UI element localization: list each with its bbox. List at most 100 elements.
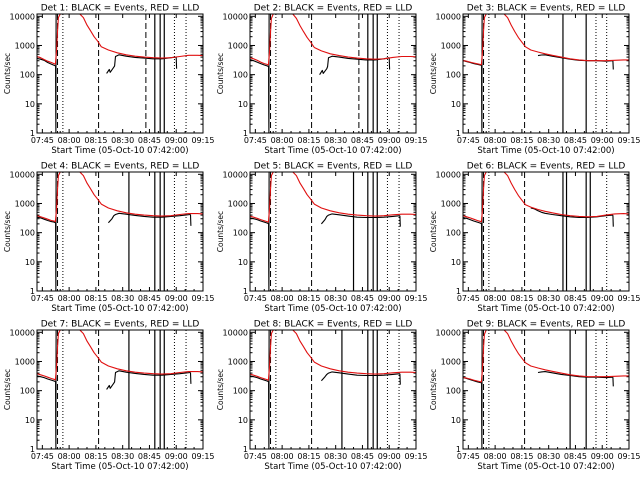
detector-panel-6: Det 6: BLACK = Events, RED = LLD 07:45 08:… — [429, 162, 640, 315]
y-axis-label: Counts/sec — [3, 369, 12, 410]
x-axis-label: Start Time (05-Oct-10 07:42:00) — [51, 462, 188, 472]
events-series-line — [55, 172, 57, 291]
lld-series-line — [250, 172, 275, 223]
y-tick-label: 1 — [30, 129, 35, 138]
y-tick-label: 10000 — [223, 328, 248, 337]
events-series-line — [106, 54, 177, 74]
y-tick-label: 10 — [25, 100, 35, 109]
x-tick-label: 07:45 — [31, 136, 54, 145]
y-tick-label: 100 — [446, 387, 461, 396]
events-series-line — [107, 212, 191, 224]
lld-series-line — [292, 330, 416, 375]
lld-series-line — [503, 330, 629, 378]
panel-title: Det 3: BLACK = Events, RED = LLD — [467, 4, 626, 14]
y-tick-label: 10000 — [10, 12, 35, 21]
lld-series-line — [292, 172, 416, 217]
detector-panel-1: Det 1: BLACK = Events, RED = LLD 07:45 08:… — [3, 4, 215, 157]
y-tick-label: 1000 — [441, 41, 461, 50]
panel-title: Det 2: BLACK = Events, RED = LLD — [254, 4, 413, 14]
events-series-line — [250, 375, 269, 383]
x-tick-label: 07:45 — [31, 294, 54, 303]
detector-panel-9: Det 9: BLACK = Events, RED = LLD 07:45 08:… — [429, 320, 640, 473]
y-tick-label: 1 — [456, 445, 461, 454]
x-tick-label: 08:30 — [537, 452, 560, 461]
detector-panel-5: Det 5: BLACK = Events, RED = LLD 07:45 08:… — [216, 162, 428, 315]
lld-series-line — [463, 14, 488, 66]
events-series-line — [37, 375, 56, 383]
x-tick-label: 09:15 — [617, 294, 640, 303]
x-tick-label: 08:45 — [138, 452, 161, 461]
x-tick-label: 09:00 — [378, 136, 401, 145]
x-tick-label: 08:15 — [84, 294, 107, 303]
x-axis-label: Start Time (05-Oct-10 07:42:00) — [51, 146, 188, 156]
y-tick-label: 1 — [243, 129, 248, 138]
plot-frame — [462, 13, 630, 134]
x-axis-label: Start Time (05-Oct-10 07:42:00) — [477, 146, 614, 156]
plot-data — [250, 14, 416, 133]
x-tick-label: 09:15 — [191, 452, 214, 461]
x-axis-label: Start Time (05-Oct-10 07:42:00) — [264, 304, 401, 314]
plot-data — [37, 330, 203, 449]
x-axis-label: Start Time (05-Oct-10 07:42:00) — [51, 304, 188, 314]
y-axis-label: Counts/sec — [3, 211, 12, 252]
x-tick-label: 08:00 — [271, 294, 294, 303]
x-tick-label: 08:45 — [351, 294, 374, 303]
x-tick-label: 07:45 — [457, 294, 480, 303]
y-tick-label: 100 — [233, 229, 248, 238]
y-tick-label: 100 — [446, 229, 461, 238]
y-tick-label: 1000 — [228, 199, 248, 208]
x-tick-label: 09:15 — [617, 136, 640, 145]
x-tick-label: 07:45 — [457, 452, 480, 461]
x-tick-label: 08:15 — [297, 452, 320, 461]
y-tick-label: 10000 — [10, 170, 35, 179]
x-tick-label: 08:30 — [111, 294, 134, 303]
x-tick-label: 08:45 — [564, 294, 587, 303]
y-tick-label: 1 — [30, 287, 35, 296]
y-tick-label: 1000 — [15, 199, 35, 208]
y-tick-label: 10 — [238, 100, 248, 109]
events-series-line — [250, 58, 269, 68]
detector-panel-8: Det 8: BLACK = Events, RED = LLD 07:45 08:… — [216, 320, 428, 473]
lld-series-line — [37, 14, 62, 65]
y-axis-label: Counts/sec — [216, 53, 225, 94]
y-tick-label: 10000 — [10, 328, 35, 337]
x-tick-label: 09:00 — [165, 294, 188, 303]
lld-series-line — [79, 330, 203, 375]
y-tick-label: 100 — [233, 387, 248, 396]
x-axis-label: Start Time (05-Oct-10 07:42:00) — [477, 304, 614, 314]
x-tick-label: 09:15 — [617, 452, 640, 461]
lld-series-line — [250, 14, 275, 66]
x-tick-label: 09:00 — [591, 136, 614, 145]
events-series-line — [481, 330, 483, 449]
x-tick-label: 07:45 — [457, 136, 480, 145]
panel-title: Det 1: BLACK = Events, RED = LLD — [41, 4, 200, 14]
lld-series-line — [463, 172, 488, 223]
y-tick-label: 1000 — [228, 41, 248, 50]
events-series-line — [268, 172, 270, 291]
x-tick-label: 08:45 — [138, 294, 161, 303]
lld-series-line — [292, 14, 416, 60]
x-tick-label: 08:30 — [537, 294, 560, 303]
y-tick-label: 100 — [233, 71, 248, 80]
x-tick-label: 08:15 — [510, 294, 533, 303]
y-tick-label: 10 — [238, 416, 248, 425]
events-series-line — [319, 55, 390, 75]
x-tick-label: 09:00 — [591, 452, 614, 461]
x-tick-label: 08:00 — [58, 452, 81, 461]
y-tick-label: 1000 — [441, 357, 461, 366]
y-tick-label: 1000 — [15, 357, 35, 366]
plot-frame — [36, 171, 204, 292]
y-tick-label: 10000 — [223, 12, 248, 21]
lld-series-line — [463, 330, 488, 383]
y-tick-label: 1 — [456, 287, 461, 296]
x-tick-label: 08:15 — [297, 136, 320, 145]
plot-data — [250, 330, 416, 449]
x-tick-label: 07:45 — [244, 136, 267, 145]
x-tick-label: 09:15 — [404, 452, 427, 461]
lld-series-line — [79, 172, 203, 217]
events-series-line — [55, 14, 57, 133]
x-tick-label: 08:15 — [510, 452, 533, 461]
y-axis-label: Counts/sec — [429, 53, 438, 94]
y-axis-label: Counts/sec — [429, 211, 438, 252]
